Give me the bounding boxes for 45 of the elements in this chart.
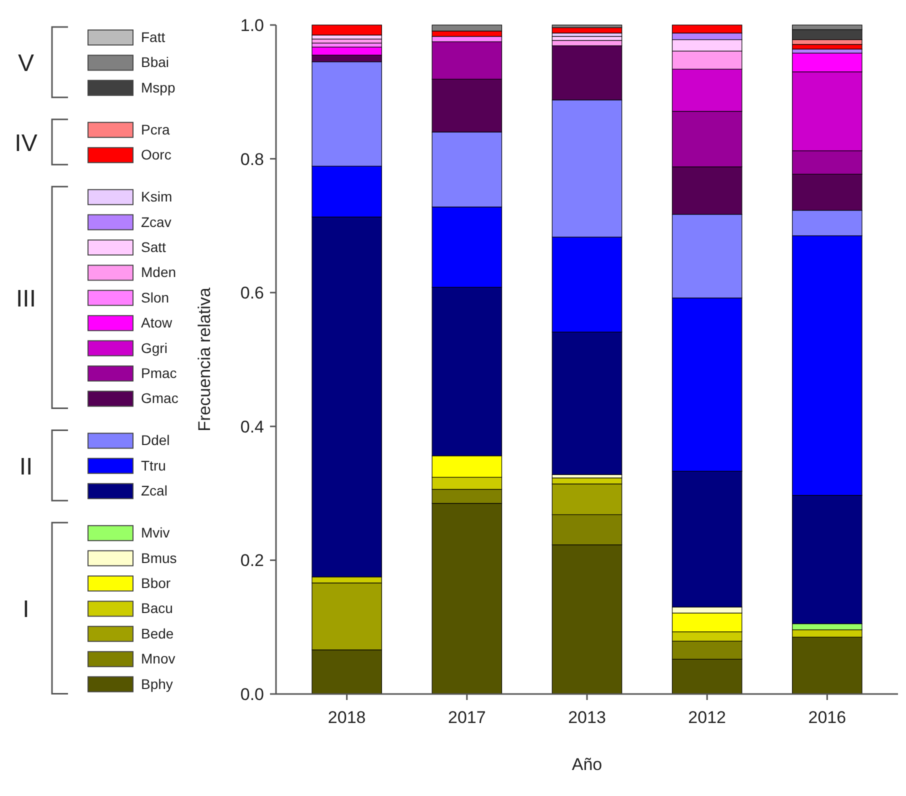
y-axis-title: Frecuencia relativa <box>195 287 214 432</box>
legend-label: Bacu <box>141 600 173 616</box>
legend-label: Zcal <box>141 482 168 499</box>
x-tick-label: 2013 <box>568 708 606 727</box>
x-tick-label: 2017 <box>448 708 486 727</box>
legend-label: Satt <box>141 239 166 255</box>
y-tick-label: 0.6 <box>240 284 264 303</box>
y-tick-label: 0.2 <box>240 551 264 570</box>
legend-label: Bbai <box>141 54 170 70</box>
x-axis-title: Año <box>572 755 602 774</box>
text: I <box>22 596 30 624</box>
legend-label: Pmac <box>141 365 177 381</box>
legend-label: Bbor <box>141 575 171 591</box>
legend-label: Ttru <box>141 457 166 474</box>
legend-label: Slon <box>141 289 170 306</box>
legend-label: Ggri <box>141 340 168 356</box>
legend-label: Oorc <box>141 146 172 163</box>
text: II <box>19 453 33 480</box>
bar <box>552 27 622 34</box>
text: V <box>18 50 34 78</box>
x-tick-label: 2012 <box>688 708 726 727</box>
x-tick-label: 2018 <box>328 708 366 727</box>
legend-label: Mspp <box>141 79 176 96</box>
legend-label: Fatt <box>141 29 166 45</box>
y-tick-label: 0.8 <box>240 150 264 169</box>
y-tick-label: 0.0 <box>240 685 264 704</box>
legend-label: Gmac <box>141 390 178 406</box>
legend-label: Ksim <box>141 188 172 205</box>
legend-label: Bmus <box>141 550 177 566</box>
legend-label: Pcra <box>141 121 170 138</box>
legend-label: Mnov <box>141 650 176 667</box>
bar <box>792 44 862 50</box>
y-tick-label: 0.4 <box>240 417 264 436</box>
text: III <box>16 285 36 312</box>
legend-label: Mden <box>141 264 176 280</box>
legend-label: Bede <box>141 625 174 642</box>
legend-label: Ddel <box>141 432 170 448</box>
legend-label: Atow <box>141 314 174 331</box>
text: IV <box>14 130 38 157</box>
legend-label: Zcav <box>141 214 172 230</box>
y-tick-label: 1.0 <box>240 16 264 35</box>
legend-label: Bphy <box>141 676 173 692</box>
legend-label: Mviv <box>141 524 170 541</box>
x-tick-label: 2016 <box>808 708 846 727</box>
bar <box>312 24 382 36</box>
